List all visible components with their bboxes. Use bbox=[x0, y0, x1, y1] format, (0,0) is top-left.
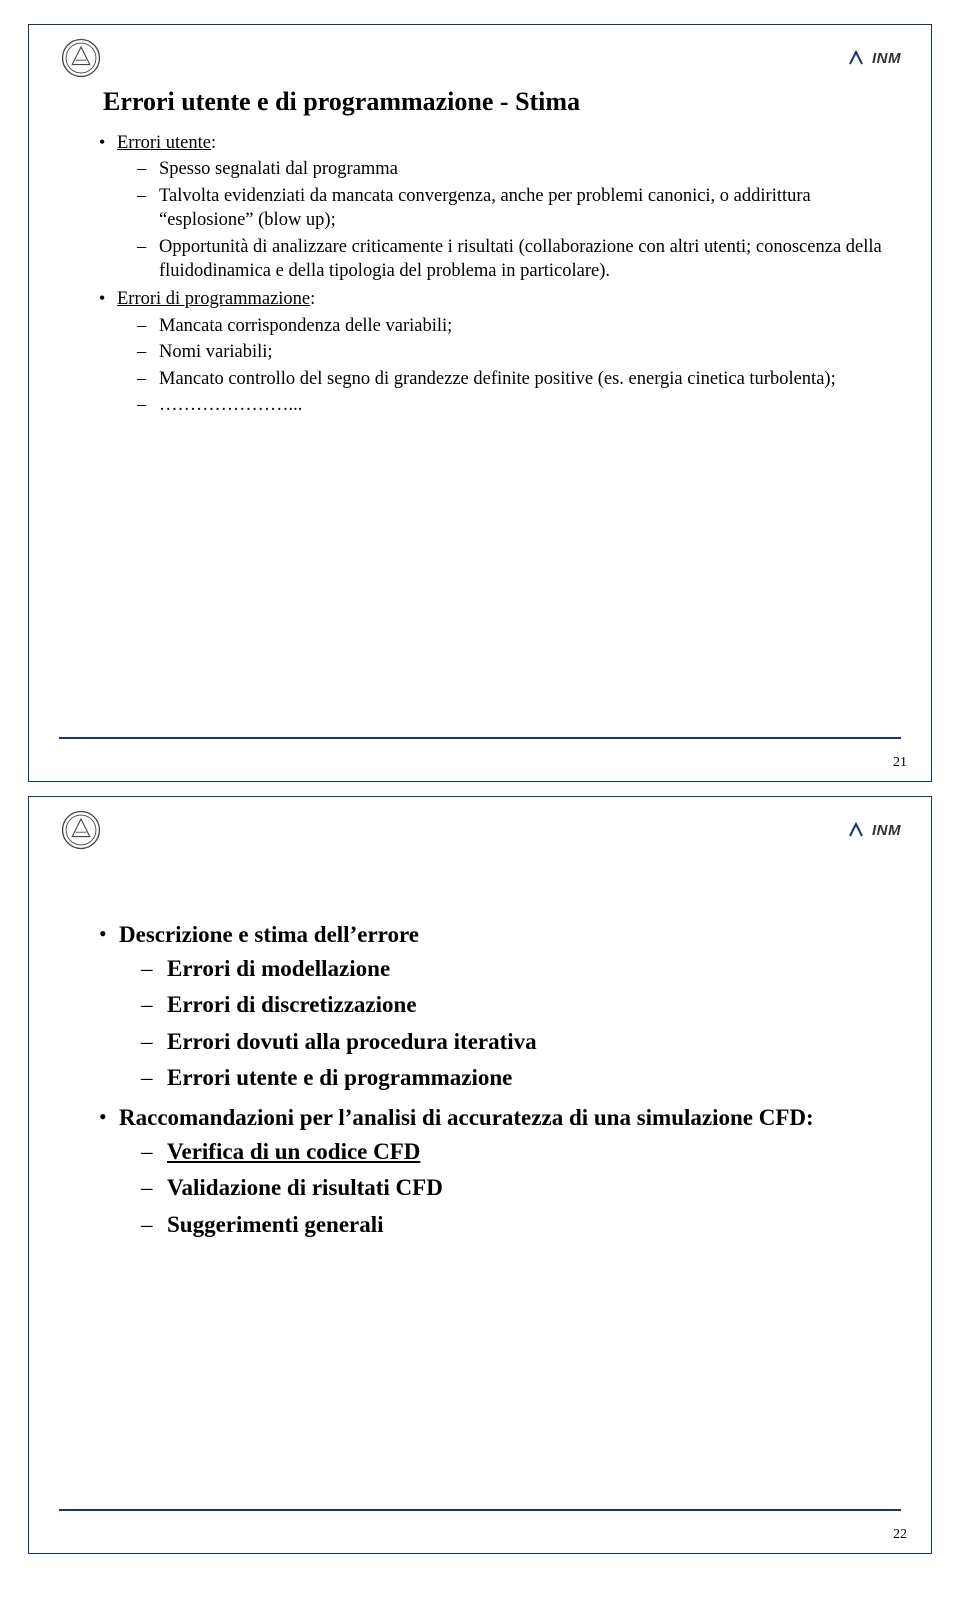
item-text: Errori dovuti alla procedura iterativa bbox=[167, 1029, 537, 1054]
list-item: Suggerimenti generali bbox=[141, 1209, 891, 1241]
slide-footer: 21 bbox=[29, 737, 931, 781]
logo-right-icon: INM bbox=[848, 50, 901, 67]
list-item: Validazione di risultati CFD bbox=[141, 1172, 891, 1204]
logo-left-icon bbox=[59, 36, 103, 80]
item-text: Errori di modellazione bbox=[167, 956, 390, 981]
item-text: Mancato controllo del segno di grandezze… bbox=[159, 369, 836, 389]
list-item: Spesso segnalati dal programma bbox=[137, 157, 891, 181]
list-item: Talvolta evidenziati da mancata converge… bbox=[137, 184, 891, 233]
slide-title: Errori utente e di programmazione - Stim… bbox=[103, 87, 891, 117]
item-label-suffix: : bbox=[211, 133, 216, 153]
list-item: Raccomandazioni per l’analisi di accurat… bbox=[99, 1102, 891, 1241]
slide-header: INM bbox=[29, 25, 931, 85]
item-text: Suggerimenti generali bbox=[167, 1212, 384, 1237]
list-item: Opportunità di analizzare criticamente i… bbox=[137, 235, 891, 284]
slide-content: Descrizione e stima dell’errore Errori d… bbox=[29, 857, 931, 1509]
list-item: Errori di programmazione: Mancata corris… bbox=[99, 287, 891, 417]
page-number: 22 bbox=[893, 1527, 907, 1543]
logo-right-text: INM bbox=[872, 822, 901, 839]
item-text: Opportunità di analizzare criticamente i… bbox=[159, 237, 882, 281]
list-item: Verifica di un codice CFD bbox=[141, 1136, 891, 1168]
item-label: Descrizione e stima dell’errore bbox=[119, 922, 419, 947]
item-label-prefix: Errori utente bbox=[117, 133, 211, 153]
slide-1: INM Errori utente e di programmazione - … bbox=[28, 24, 932, 782]
item-text: Mancata corrispondenza delle variabili; bbox=[159, 316, 452, 336]
item-text: Spesso segnalati dal programma bbox=[159, 159, 398, 179]
item-text: Errori di discretizzazione bbox=[167, 992, 417, 1017]
bullet-list-lvl2: Verifica di un codice CFD Validazione di… bbox=[119, 1136, 891, 1241]
list-item: Errori dovuti alla procedura iterativa bbox=[141, 1026, 891, 1058]
list-item: Errori utente: Spesso segnalati dal prog… bbox=[99, 131, 891, 283]
footer-divider bbox=[59, 737, 901, 739]
slide-footer: 22 bbox=[29, 1509, 931, 1553]
item-text: Errori utente e di programmazione bbox=[167, 1065, 512, 1090]
list-item: Errori di discretizzazione bbox=[141, 989, 891, 1021]
page-number: 21 bbox=[893, 755, 907, 771]
logo-left-icon bbox=[59, 808, 103, 852]
bullet-list-lvl2: Mancata corrispondenza delle variabili; … bbox=[117, 314, 891, 418]
logo-right-text: INM bbox=[872, 50, 901, 67]
slide-header: INM bbox=[29, 797, 931, 857]
item-text: Validazione di risultati CFD bbox=[167, 1175, 443, 1200]
slide-content: Errori utente: Spesso segnalati dal prog… bbox=[29, 131, 931, 737]
list-item: Errori utente e di programmazione bbox=[141, 1062, 891, 1094]
slide-2: INM Descrizione e stima dell’errore Erro… bbox=[28, 796, 932, 1554]
list-item: Mancato controllo del segno di grandezze… bbox=[137, 367, 891, 391]
bullet-list-lvl1: Errori utente: Spesso segnalati dal prog… bbox=[99, 131, 891, 417]
list-item: Descrizione e stima dell’errore Errori d… bbox=[99, 919, 891, 1094]
footer-divider bbox=[59, 1509, 901, 1511]
item-text: Talvolta evidenziati da mancata converge… bbox=[159, 186, 811, 230]
bullet-list-lvl1: Descrizione e stima dell’errore Errori d… bbox=[99, 919, 891, 1241]
item-label-suffix: : bbox=[310, 289, 315, 309]
item-text: …………………... bbox=[159, 395, 302, 415]
item-text: Nomi variabili; bbox=[159, 342, 273, 362]
item-label-prefix: Errori di programmazione bbox=[117, 289, 310, 309]
logo-right-icon: INM bbox=[848, 822, 901, 839]
item-text: Verifica di un codice CFD bbox=[167, 1139, 420, 1164]
list-item: …………………... bbox=[137, 393, 891, 417]
bullet-list-lvl2: Spesso segnalati dal programma Talvolta … bbox=[117, 157, 891, 283]
bullet-list-lvl2: Errori di modellazione Errori di discret… bbox=[119, 953, 891, 1094]
list-item: Errori di modellazione bbox=[141, 953, 891, 985]
list-item: Mancata corrispondenza delle variabili; bbox=[137, 314, 891, 338]
list-item: Nomi variabili; bbox=[137, 340, 891, 364]
item-label: Raccomandazioni per l’analisi di accurat… bbox=[119, 1105, 814, 1130]
